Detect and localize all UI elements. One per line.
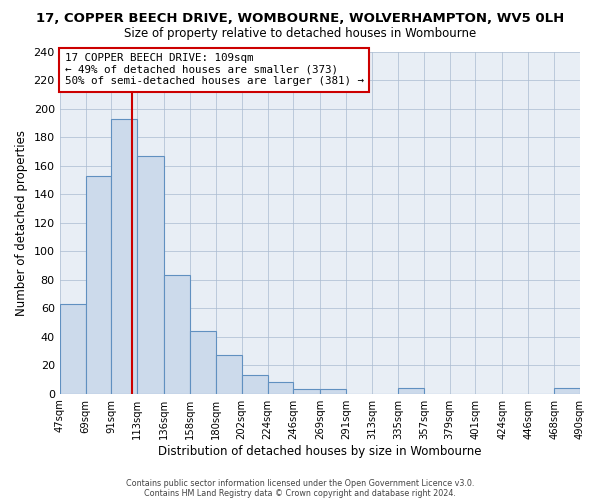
Y-axis label: Number of detached properties: Number of detached properties <box>15 130 28 316</box>
Text: Contains HM Land Registry data © Crown copyright and database right 2024.: Contains HM Land Registry data © Crown c… <box>144 488 456 498</box>
Bar <box>398 388 424 394</box>
Bar <box>59 304 86 394</box>
Bar <box>216 355 242 394</box>
Text: 17, COPPER BEECH DRIVE, WOMBOURNE, WOLVERHAMPTON, WV5 0LH: 17, COPPER BEECH DRIVE, WOMBOURNE, WOLVE… <box>36 12 564 26</box>
Bar <box>293 390 320 394</box>
Bar <box>554 388 580 394</box>
Text: Contains public sector information licensed under the Open Government Licence v3: Contains public sector information licen… <box>126 478 474 488</box>
Bar <box>320 390 346 394</box>
Bar <box>137 156 164 394</box>
Bar <box>190 331 216 394</box>
Bar <box>268 382 293 394</box>
Bar <box>164 276 190 394</box>
Bar <box>112 118 137 394</box>
Bar <box>242 375 268 394</box>
Text: 17 COPPER BEECH DRIVE: 109sqm
← 49% of detached houses are smaller (373)
50% of : 17 COPPER BEECH DRIVE: 109sqm ← 49% of d… <box>65 53 364 86</box>
Bar <box>86 176 112 394</box>
Text: Size of property relative to detached houses in Wombourne: Size of property relative to detached ho… <box>124 28 476 40</box>
X-axis label: Distribution of detached houses by size in Wombourne: Distribution of detached houses by size … <box>158 444 482 458</box>
